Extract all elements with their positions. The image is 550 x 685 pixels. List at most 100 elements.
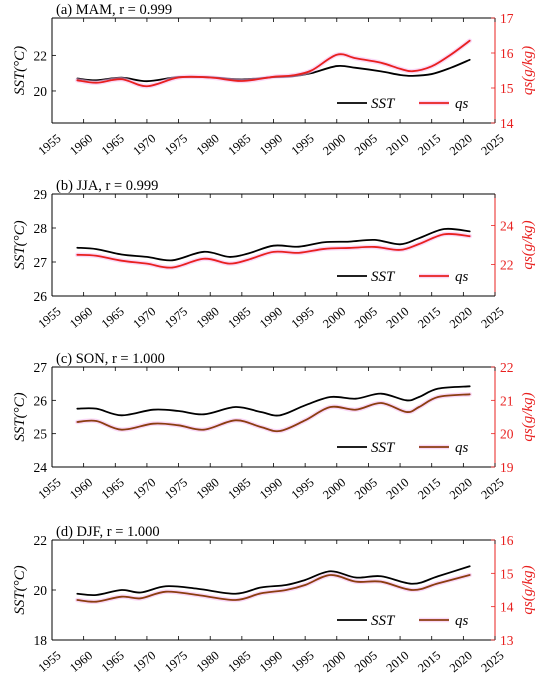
- series-line-sst: [76, 227, 471, 262]
- y-tick-label-right: 22: [500, 258, 514, 273]
- x-tick-label: 2025: [478, 304, 506, 331]
- x-tick-label: 1995: [289, 131, 317, 158]
- x-tick-label: 1980: [194, 648, 222, 675]
- x-tick-label: 1980: [194, 131, 222, 158]
- x-tick-label: 1980: [194, 475, 222, 502]
- x-tick-label: 1960: [67, 648, 95, 675]
- y-tick-label-left: 25: [34, 427, 48, 442]
- legend-label-sst: SST: [371, 613, 396, 629]
- legend: SST qs: [337, 269, 469, 285]
- y-tick-label-left: 26: [34, 393, 48, 408]
- y-tick-label-left: 22: [34, 533, 48, 548]
- panel-a: 1955 1960 1965 1970 1975 1980 1985 1990 1995 2000…: [12, 2, 536, 158]
- x-tick-label: 2025: [478, 131, 506, 158]
- x-tick-label: 1990: [257, 648, 285, 675]
- x-tick-label: 1970: [130, 131, 158, 158]
- legend: SST qs: [337, 440, 469, 456]
- legend-label-qs: qs: [455, 440, 469, 456]
- y-axis-label-right: qs(g/kg): [520, 565, 536, 614]
- panel-title: (a) MAM, r = 0.999: [56, 2, 172, 18]
- x-tick-label: 1970: [130, 304, 158, 331]
- y-tick-label-left: 20: [34, 583, 48, 598]
- x-tick-label: 2015: [415, 304, 443, 331]
- x-tick-label: 1995: [289, 475, 317, 502]
- panel-title: (d) DJF, r = 1.000: [56, 524, 160, 540]
- y-tick-label-right: 16: [500, 46, 514, 61]
- x-tick-label: 1965: [99, 648, 127, 675]
- x-tick-label: 1975: [162, 131, 190, 158]
- x-tick-label: 1960: [67, 475, 95, 502]
- x-tick-label: 1955: [35, 475, 63, 502]
- y-tick-label-right: 20: [500, 427, 514, 442]
- y-tick-label-right: 15: [500, 81, 514, 96]
- legend-label-sst: SST: [371, 440, 396, 456]
- x-tick-label: 2010: [384, 131, 412, 158]
- y-tick-label-right: 19: [500, 460, 514, 475]
- y-tick-label-left: 18: [34, 633, 48, 648]
- y-tick-label-right: 14: [500, 116, 514, 131]
- x-tick-label: 1970: [130, 475, 158, 502]
- y-axis-label-left: SST(°C): [12, 392, 28, 441]
- x-tick-label: 1985: [225, 131, 253, 158]
- y-tick-label-right: 22: [500, 360, 514, 375]
- y-tick-label-left: 24: [34, 460, 48, 475]
- x-tick-label: 2015: [415, 131, 443, 158]
- y-tick-label-left: 20: [34, 84, 48, 99]
- y-tick-label-left: 27: [34, 255, 48, 270]
- y-tick-label-right: 17: [500, 11, 514, 26]
- y-axis-label-right: qs(g/kg): [520, 392, 536, 441]
- x-tick-label: 2015: [415, 475, 443, 502]
- x-tick-label: 1970: [130, 648, 158, 675]
- y-tick-label-left: 29: [34, 187, 48, 202]
- y-axis-label-right: qs(g/kg): [520, 220, 536, 269]
- legend-label-qs: qs: [455, 269, 469, 285]
- y-tick-label-left: 22: [34, 48, 48, 63]
- x-tick-label: 2015: [415, 648, 443, 675]
- panel-d: 1955 1960 1965 1970 1975 1980 1985 1990 1995 2000…: [12, 524, 536, 675]
- series-line-sst: [76, 385, 471, 417]
- legend-label-qs: qs: [455, 96, 469, 112]
- x-tick-label: 2000: [320, 475, 348, 502]
- y-axis-label-left: SST(°C): [12, 220, 28, 269]
- x-tick-label: 2005: [352, 475, 380, 502]
- x-tick-label: 1975: [162, 304, 190, 331]
- y-tick-label-left: 26: [34, 289, 48, 304]
- x-tick-label: 2005: [352, 648, 380, 675]
- x-tick-label: 1965: [99, 475, 127, 502]
- x-tick-label: 1965: [99, 304, 127, 331]
- y-axis-label-left: SST(°C): [12, 46, 28, 95]
- x-tick-label: 1985: [225, 475, 253, 502]
- x-tick-label: 1975: [162, 648, 190, 675]
- x-tick-label: 1965: [99, 131, 127, 158]
- series-line-qs: [76, 39, 471, 88]
- series-line-qs: [76, 233, 471, 269]
- x-tick-label: 2020: [447, 131, 475, 158]
- y-tick-label-right: 15: [500, 566, 514, 581]
- x-tick-label: 1955: [35, 304, 63, 331]
- x-tick-label: 1960: [67, 131, 95, 158]
- x-tick-label: 2025: [478, 475, 506, 502]
- x-tick-label: 1960: [67, 304, 95, 331]
- x-tick-label: 2025: [478, 648, 506, 675]
- y-tick-label-left: 27: [34, 360, 48, 375]
- x-tick-label: 1990: [257, 304, 285, 331]
- x-tick-label: 2020: [447, 475, 475, 502]
- x-tick-label: 1990: [257, 475, 285, 502]
- x-tick-label: 1995: [289, 648, 317, 675]
- x-tick-label: 2005: [352, 131, 380, 158]
- y-axis-label-left: SST(°C): [12, 565, 28, 614]
- x-tick-label: 2010: [384, 475, 412, 502]
- x-tick-label: 1985: [225, 648, 253, 675]
- y-tick-label-right: 21: [500, 393, 514, 408]
- x-tick-label: 1990: [257, 131, 285, 158]
- x-tick-label: 2000: [320, 131, 348, 158]
- y-tick-label-right: 16: [500, 533, 514, 548]
- x-tick-label: 1955: [35, 131, 63, 158]
- x-tick-label: 2005: [352, 304, 380, 331]
- x-tick-label: 1975: [162, 475, 190, 502]
- legend-label-sst: SST: [371, 96, 396, 112]
- y-tick-label-right: 24: [500, 218, 514, 233]
- x-tick-label: 1995: [289, 304, 317, 331]
- x-tick-label: 1985: [225, 304, 253, 331]
